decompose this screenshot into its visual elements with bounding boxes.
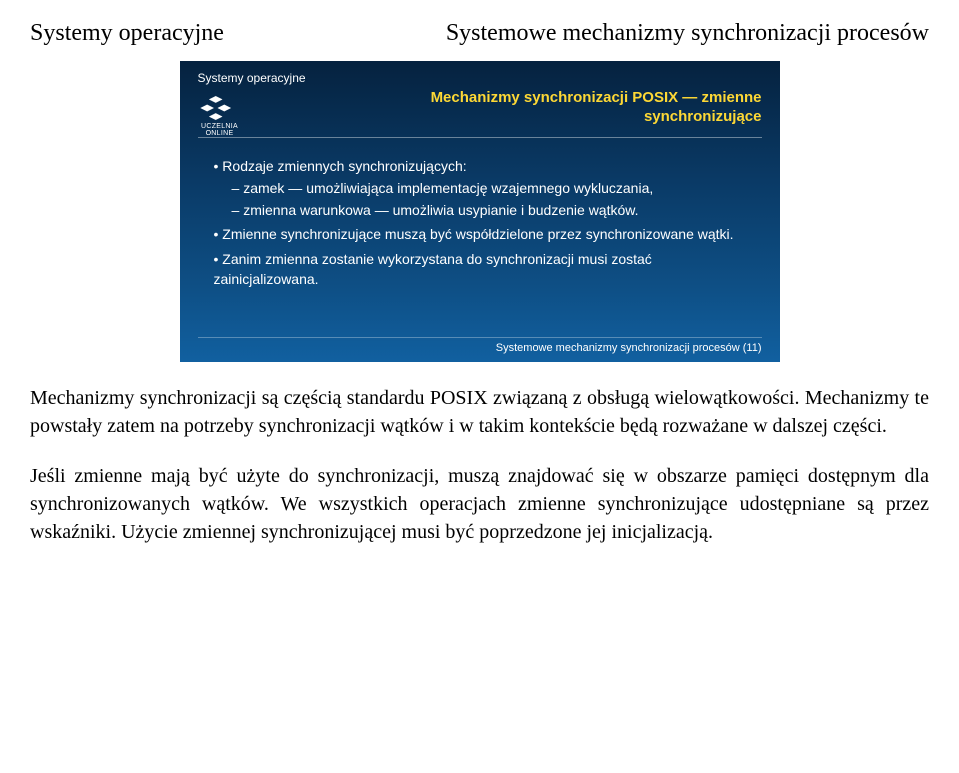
bullet-level1: Rodzaje zmiennych synchronizujących:: [214, 156, 754, 176]
slide-topline: Systemy operacyjne: [198, 71, 762, 85]
slide: Systemy operacyjne UCZELNIA ONLINE Mecha…: [180, 61, 780, 362]
slide-divider: [198, 137, 762, 138]
slide-sublogo: UCZELNIA ONLINE: [198, 123, 242, 137]
header-left: Systemy operacyjne: [30, 20, 224, 47]
slide-title-line2: synchronizujące: [644, 108, 762, 125]
slide-body: Rodzaje zmiennych synchronizujących: zam…: [198, 156, 762, 332]
bullet-level1: Zanim zmienna zostanie wykorzystana do s…: [214, 249, 754, 290]
bullet-level1: Zmienne synchronizujące muszą być współd…: [214, 224, 754, 244]
slide-title: Mechanizmy synchronizacji POSIX — zmienn…: [318, 89, 762, 127]
slide-title-line1: Mechanizmy synchronizacji POSIX — zmienn…: [431, 89, 762, 106]
cubes-icon: [198, 93, 242, 123]
slide-container: Systemy operacyjne UCZELNIA ONLINE Mecha…: [30, 61, 929, 362]
bullet-level2: zmienna warunkowa — umożliwia usypianie …: [232, 200, 754, 220]
bullet-level2: zamek — umożliwiająca implementację wzaj…: [232, 178, 754, 198]
slide-footer: Systemowe mechanizmy synchronizacji proc…: [198, 337, 762, 354]
page-header: Systemy operacyjne Systemowe mechanizmy …: [30, 20, 929, 47]
paragraph: Jeśli zmienne mają być użyte do synchron…: [30, 462, 929, 546]
header-right: Systemowe mechanizmy synchronizacji proc…: [446, 20, 929, 47]
paragraph: Mechanizmy synchronizacji są częścią sta…: [30, 384, 929, 440]
slide-logo: UCZELNIA ONLINE: [198, 93, 242, 137]
